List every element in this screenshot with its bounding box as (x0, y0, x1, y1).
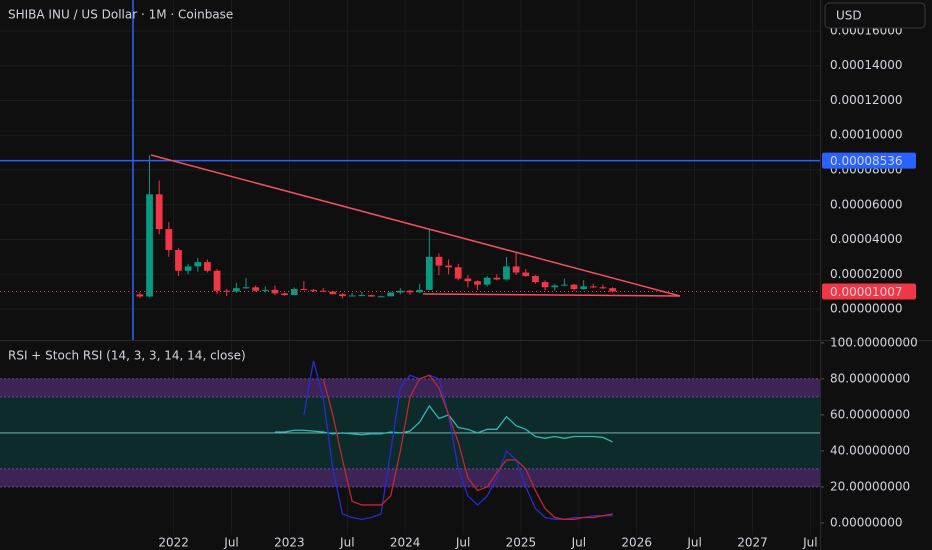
candle-body (319, 290, 327, 292)
candle-body (348, 295, 356, 297)
candle-body (271, 289, 279, 294)
candle-body (416, 289, 424, 293)
candle-body (532, 275, 539, 283)
last-price-label: 0.00001007 (830, 285, 903, 299)
candle-body (184, 266, 192, 271)
candle-body (281, 293, 288, 296)
y-tick-label: 60.00000000 (830, 407, 910, 421)
y-tick-label: 80.00000000 (830, 371, 910, 385)
candle-body (445, 265, 452, 268)
band (0, 378, 820, 397)
candle-body (232, 288, 240, 292)
y-tick-label: 0.00014000 (830, 58, 903, 72)
currency-label[interactable]: USD (836, 9, 862, 23)
x-tick-label: Jul (223, 536, 238, 550)
indicator-line (274, 404, 613, 443)
candle-body (242, 287, 250, 289)
candle-body (474, 281, 481, 285)
x-tick-label: Jul (455, 536, 470, 550)
candle-body (522, 272, 530, 276)
x-tick-label: Jul (686, 536, 701, 550)
candle-body (503, 266, 510, 280)
y-tick-label: 0.00000000 (830, 302, 903, 316)
x-tick-label: 2023 (274, 536, 305, 550)
marks (0, 155, 820, 520)
candle-body (136, 294, 144, 297)
candle-body (493, 277, 501, 280)
candle-body (261, 289, 269, 291)
y-tick-label: 0.00006000 (830, 197, 903, 211)
indicator-line (322, 374, 613, 520)
band (0, 468, 820, 487)
candle-body (213, 270, 221, 291)
trend-line (150, 154, 681, 297)
indicator-title: RSI + Stoch RSI (14, 3, 3, 14, 14, close… (8, 349, 246, 363)
candle-body (589, 286, 597, 288)
y-tick-label: 0.00012000 (830, 93, 903, 107)
candle-body (551, 285, 559, 288)
x-tick-label: 2025 (506, 536, 537, 550)
y-tick-label: 100.00000000 (830, 335, 918, 349)
x-tick-label: 2022 (158, 536, 189, 550)
crosshair-label: 0.00008536 (830, 154, 903, 168)
x-tick-label: 2026 (621, 536, 652, 550)
candle-body (435, 256, 443, 266)
chart-title: SHIBA INU / US Dollar · 1M · Coinbase (8, 8, 233, 22)
candle-body (599, 287, 607, 289)
y-tick-label: 40.00000000 (830, 443, 910, 457)
currency-button[interactable]: USD (824, 2, 926, 29)
candle-body (358, 295, 366, 297)
candle-body (252, 287, 260, 291)
candle-body (146, 194, 153, 297)
candle-body (464, 278, 472, 282)
candle-body (570, 284, 578, 290)
grid (0, 0, 824, 535)
candle-body (368, 295, 375, 297)
y-tick-label: 0.00010000 (830, 128, 903, 142)
candle-body (204, 262, 211, 271)
candle-body (223, 290, 231, 292)
y-tick-label: 0.00002000 (830, 267, 903, 281)
candle-body (560, 284, 568, 286)
x-tick-label: Jul (802, 536, 817, 550)
candle-body (155, 194, 163, 230)
x-tick-label: 2024 (390, 536, 421, 550)
x-tick-label: Jul (571, 536, 586, 550)
candle-body (580, 286, 588, 290)
candle-body (512, 266, 520, 273)
candle-body (300, 289, 308, 291)
candle-body (541, 282, 549, 288)
candle-body (310, 289, 317, 291)
labels: 2022 Jul 2023 Jul 2024 Jul 2025 Jul 2026 Jul 2027 J… (158, 23, 917, 549)
candle-body (387, 292, 395, 297)
last-price-box (822, 283, 916, 300)
candle-body (483, 277, 491, 285)
candle-body (425, 256, 433, 290)
trend-line (422, 293, 681, 297)
candle-body (377, 296, 385, 298)
candle-body (175, 249, 182, 271)
candle-body (329, 291, 337, 295)
x-tick-label: Jul (339, 536, 354, 550)
crosshair-label-box (822, 152, 916, 169)
candle-body (165, 229, 173, 250)
candle-body (609, 288, 616, 292)
button-frame[interactable] (824, 2, 926, 29)
x-tick-label: 2027 (737, 536, 768, 550)
candle-body (290, 289, 298, 296)
candle-body (339, 294, 346, 297)
candle-body (454, 267, 462, 279)
y-tick-label: 20.00000000 (830, 479, 910, 493)
y-tick-label: 0.00004000 (830, 232, 903, 246)
y-tick-label: 0.00000000 (830, 515, 903, 529)
candle-body (406, 290, 414, 293)
candle-body (194, 262, 202, 267)
